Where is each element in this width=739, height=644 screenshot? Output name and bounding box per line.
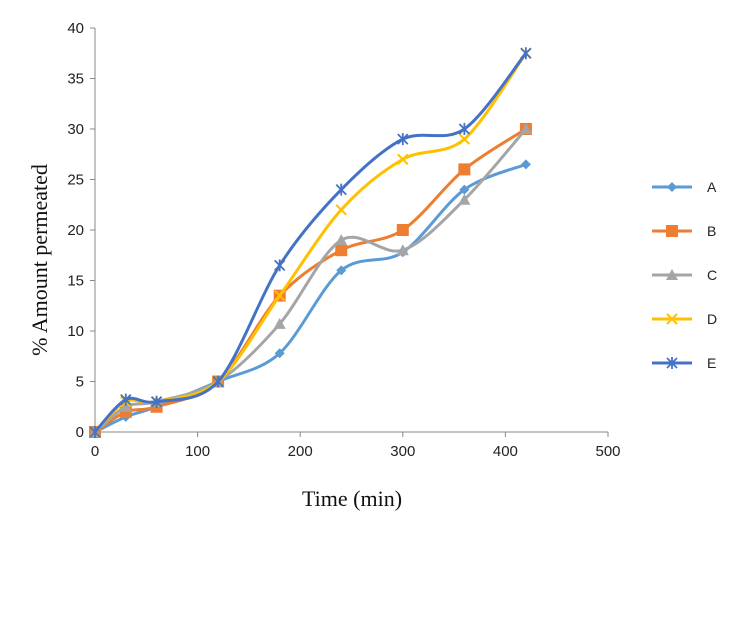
series-e [89,47,532,438]
legend-item-c: C [652,267,717,283]
data-point-c [119,400,132,412]
data-point-c [335,234,348,246]
data-point-e [212,375,224,388]
y-tick-label: 15 [67,273,84,290]
data-point-b [335,244,348,257]
legend-marker [666,225,678,237]
legend-item-a: A [652,179,717,195]
legend-marker [666,269,678,280]
legend-label: C [707,267,717,283]
y-tick-label: 20 [67,222,84,239]
x-tick-label: 400 [493,443,518,460]
data-point-d [397,153,409,166]
series-d [89,47,532,438]
y-tick-label: 40 [67,20,84,37]
data-point-c [519,123,532,134]
data-point-d [458,133,471,145]
x-tick-label: 300 [390,443,415,460]
data-point-a [336,265,347,276]
data-point-e [520,47,532,60]
data-point-d [273,289,286,302]
y-tick-label: 10 [67,323,84,340]
chart-legend: A B C D E [652,179,717,371]
data-point-c [458,193,471,205]
series-line-e [93,51,528,434]
y-tick-label: 30 [67,121,84,138]
x-tick-label: 100 [185,443,210,460]
data-point-c [396,244,409,256]
legend-item-b: B [652,223,716,239]
data-point-e [397,133,409,146]
series-line-d [93,51,528,434]
data-point-b [458,163,471,176]
data-point-a [459,184,470,195]
legend-marker [666,313,678,325]
x-tick-label: 0 [91,443,99,460]
legend-label: A [707,179,717,195]
series-line-a [93,162,528,434]
x-axis-title: Time (min) [302,486,402,511]
data-point-a [520,159,531,170]
y-tick-label: 5 [76,374,84,391]
x-tick-label: 500 [595,443,620,460]
data-point-e [458,123,470,135]
legend-label: E [707,355,716,371]
data-point-e [335,183,347,196]
x-tick-label: 200 [288,443,313,460]
y-tick-label: 35 [67,71,84,88]
y-axis-title: % Amount permeated [27,164,52,356]
data-point-e [120,393,132,406]
legend-marker [666,357,678,369]
series-line-c [93,127,528,434]
legend-label: D [707,311,717,327]
y-tick-label: 0 [76,424,84,441]
legend-marker [667,182,677,192]
legend-item-e: E [652,355,716,371]
data-point-e [274,259,286,272]
data-point-a [274,348,285,359]
legend-label: B [707,223,716,239]
chart-axes: 0 100 200 300 400 500 0 5 10 15 20 25 30 35 40 [67,20,620,460]
data-point-e [150,395,163,408]
data-point-b [396,224,409,236]
chart-series [89,47,532,438]
y-tick-label: 25 [67,172,84,189]
data-point-d [335,204,347,216]
legend-item-d: D [652,311,717,327]
data-point-e [89,426,101,438]
data-point-c [273,317,286,329]
